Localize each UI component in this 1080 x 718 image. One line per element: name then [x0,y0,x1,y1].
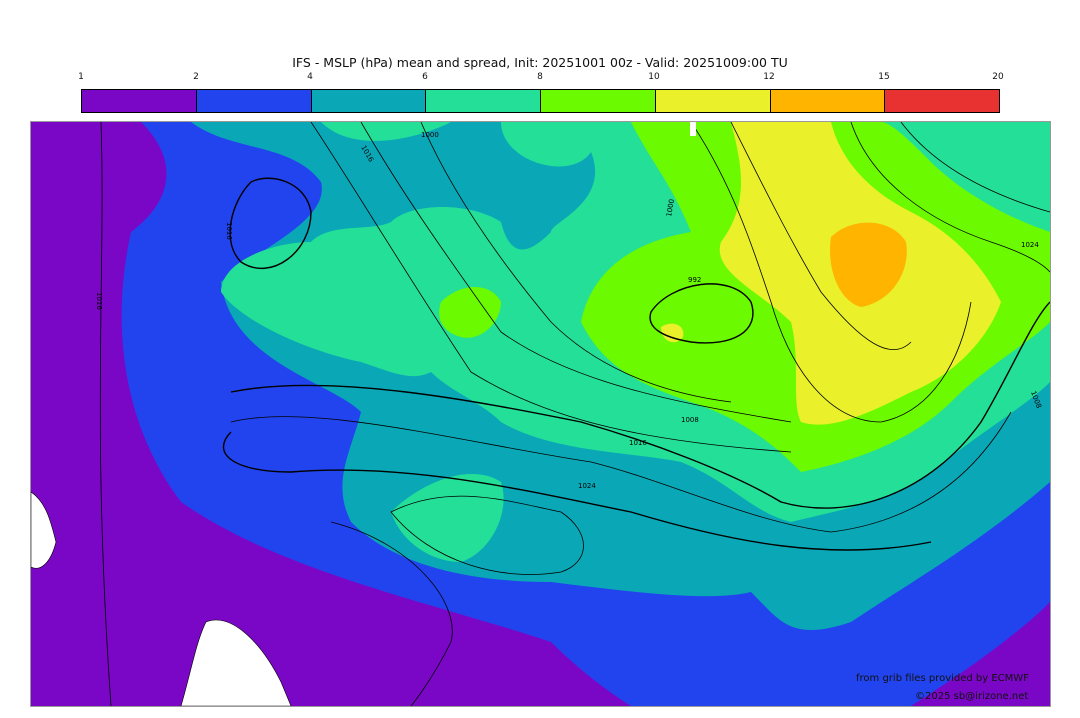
isobar-label: 1016 [225,222,233,240]
landmass-unshaded [30,491,57,569]
isobar-label: 992 [688,276,701,284]
colorbar [81,89,1000,113]
isobar-label: 1008 [681,416,699,424]
copyright-credit: ©2025 sb@irizone.net [915,691,1029,702]
colorbar-segment [425,90,540,112]
isobar-label: 1016 [629,439,647,447]
isobar-label: 1016 [95,292,103,310]
landmass-unshaded [690,122,696,136]
colorbar-tick: 15 [878,72,890,82]
colorbar-tick: 12 [763,72,775,82]
colorbar-tick: 6 [422,72,428,82]
colorbar-tick: 4 [307,72,313,82]
colorbar-segment [540,90,655,112]
isobar-label: 1000 [665,198,676,217]
mslp-spread-map: 1016 1008 1000 992 1016 1024 1016 1000 1… [30,121,1051,707]
colorbar-segment [884,90,999,112]
colorbar-segment [654,90,770,112]
colorbar-tick: 8 [537,72,543,82]
colorbar-segment [82,90,196,112]
map-title: IFS - MSLP (hPa) mean and spread, Init: … [292,55,788,70]
colorbar-tick: 20 [992,72,1004,82]
spread-level-12-15 [830,222,907,307]
colorbar-tick: 2 [193,72,199,82]
colorbar-segment [195,90,311,112]
spread-level-6-8 [391,473,504,562]
colorbar-segment [769,90,885,112]
colorbar-segment [310,90,426,112]
colorbar-tick: 10 [648,72,660,82]
landmass-unshaded [180,619,292,707]
isobar-label: 1000 [421,131,439,139]
spread-level-8-10 [439,287,501,338]
isobars [99,121,1051,707]
colorbar-tick: 1 [78,72,84,82]
isobar-label: 1024 [1021,241,1039,249]
data-source-credit: from grib files provided by ECMWF [856,673,1029,684]
spread-level-10-12 [661,323,684,343]
isobar-label: 1024 [578,482,596,490]
map-canvas: 1016 1008 1000 992 1016 1024 1016 1000 1… [30,121,1051,707]
